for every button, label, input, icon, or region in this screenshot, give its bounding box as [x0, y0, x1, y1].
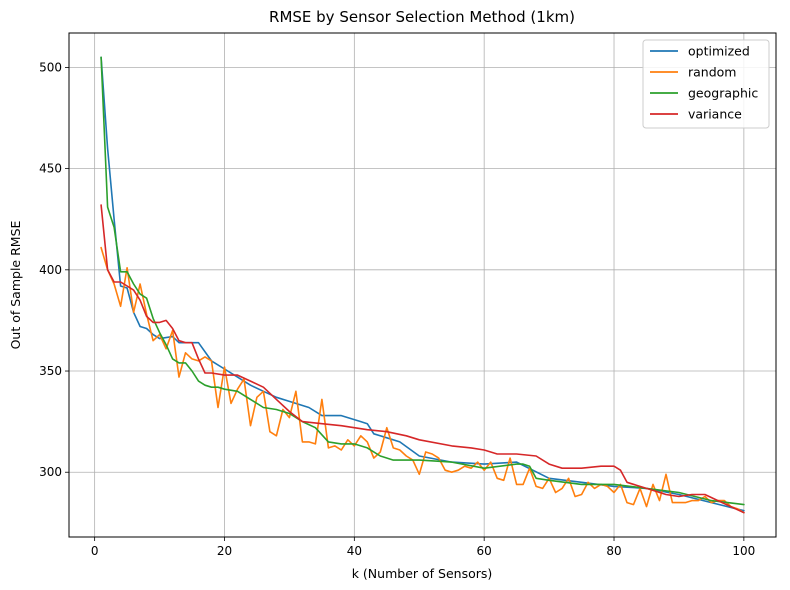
x-tick-label: 80	[606, 544, 621, 558]
series-line-optimized	[100, 56, 745, 512]
y-tick-label: 500	[39, 60, 62, 74]
x-tick-label: 100	[732, 544, 755, 558]
y-axis-label: Out of Sample RMSE	[8, 221, 23, 350]
series-line-geographic	[100, 56, 745, 506]
series-lines	[100, 56, 745, 514]
legend-box	[642, 39, 770, 129]
y-tick-label: 450	[39, 162, 62, 176]
plot-frame	[68, 32, 777, 538]
legend-label-variance: variance	[688, 107, 742, 122]
x-tick-label: 0	[91, 544, 99, 558]
series-line-random	[100, 246, 745, 514]
axis-ticks: 0 20 40 60 80 100 300 350 400 450 500	[39, 60, 755, 558]
series-line-variance	[100, 204, 745, 514]
y-tick-label: 300	[39, 465, 62, 479]
legend-label-geographic: geographic	[688, 86, 758, 101]
x-axis-label: k (Number of Sensors)	[352, 566, 493, 581]
x-tick-label: 60	[477, 544, 492, 558]
chart-title: RMSE by Sensor Selection Method (1km)	[269, 8, 575, 26]
y-tick-label: 350	[39, 364, 62, 378]
legend-label-random: random	[688, 65, 736, 80]
y-tick-label: 400	[39, 263, 62, 277]
x-tick-label: 40	[347, 544, 362, 558]
legend: optimized random geographic variance	[642, 39, 770, 129]
x-tick-label: 20	[217, 544, 232, 558]
legend-label-optimized: optimized	[688, 44, 750, 59]
